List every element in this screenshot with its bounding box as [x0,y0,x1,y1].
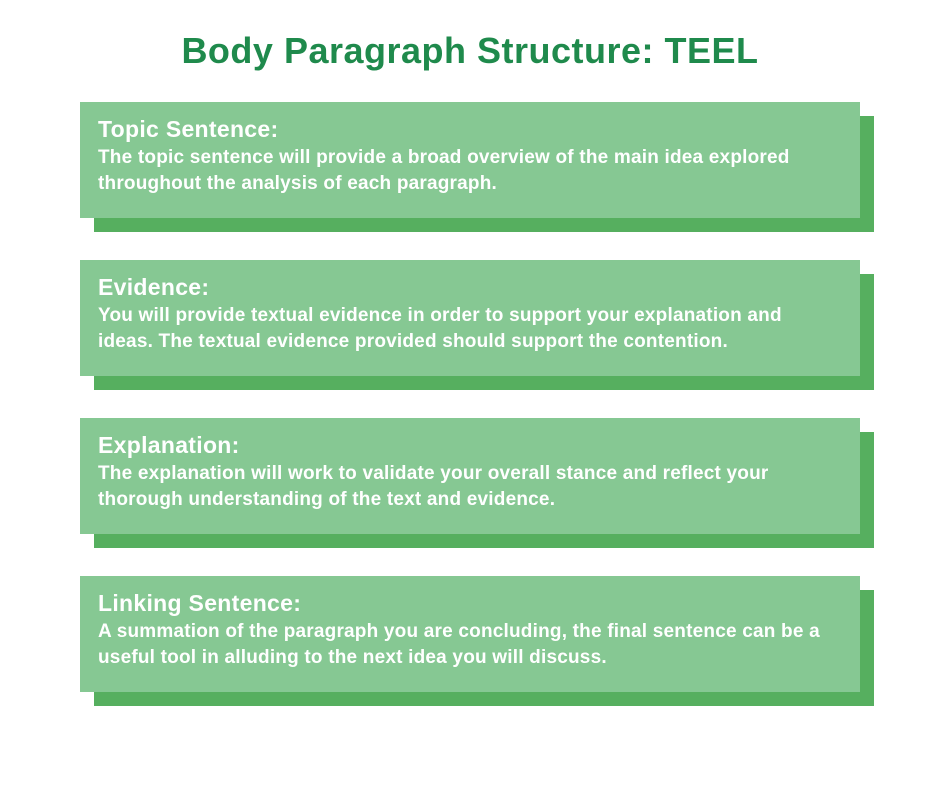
card-heading: Topic Sentence: [98,116,842,143]
card-text: You will provide textual evidence in ord… [98,303,842,354]
card-heading: Linking Sentence: [98,590,842,617]
card-topic-sentence: Topic Sentence: The topic sentence will … [80,102,860,218]
card-body-box: Evidence: You will provide textual evide… [80,260,860,376]
card-heading: Explanation: [98,432,842,459]
card-heading: Evidence: [98,274,842,301]
card-body-box: Linking Sentence: A summation of the par… [80,576,860,692]
card-text: A summation of the paragraph you are con… [98,619,842,670]
card-text: The topic sentence will provide a broad … [98,145,842,196]
card-body-box: Topic Sentence: The topic sentence will … [80,102,860,218]
card-explanation: Explanation: The explanation will work t… [80,418,860,534]
card-text: The explanation will work to validate yo… [98,461,842,512]
card-body-box: Explanation: The explanation will work t… [80,418,860,534]
card-list: Topic Sentence: The topic sentence will … [50,102,890,692]
card-linking-sentence: Linking Sentence: A summation of the par… [80,576,860,692]
page-title: Body Paragraph Structure: TEEL [50,30,890,72]
card-evidence: Evidence: You will provide textual evide… [80,260,860,376]
